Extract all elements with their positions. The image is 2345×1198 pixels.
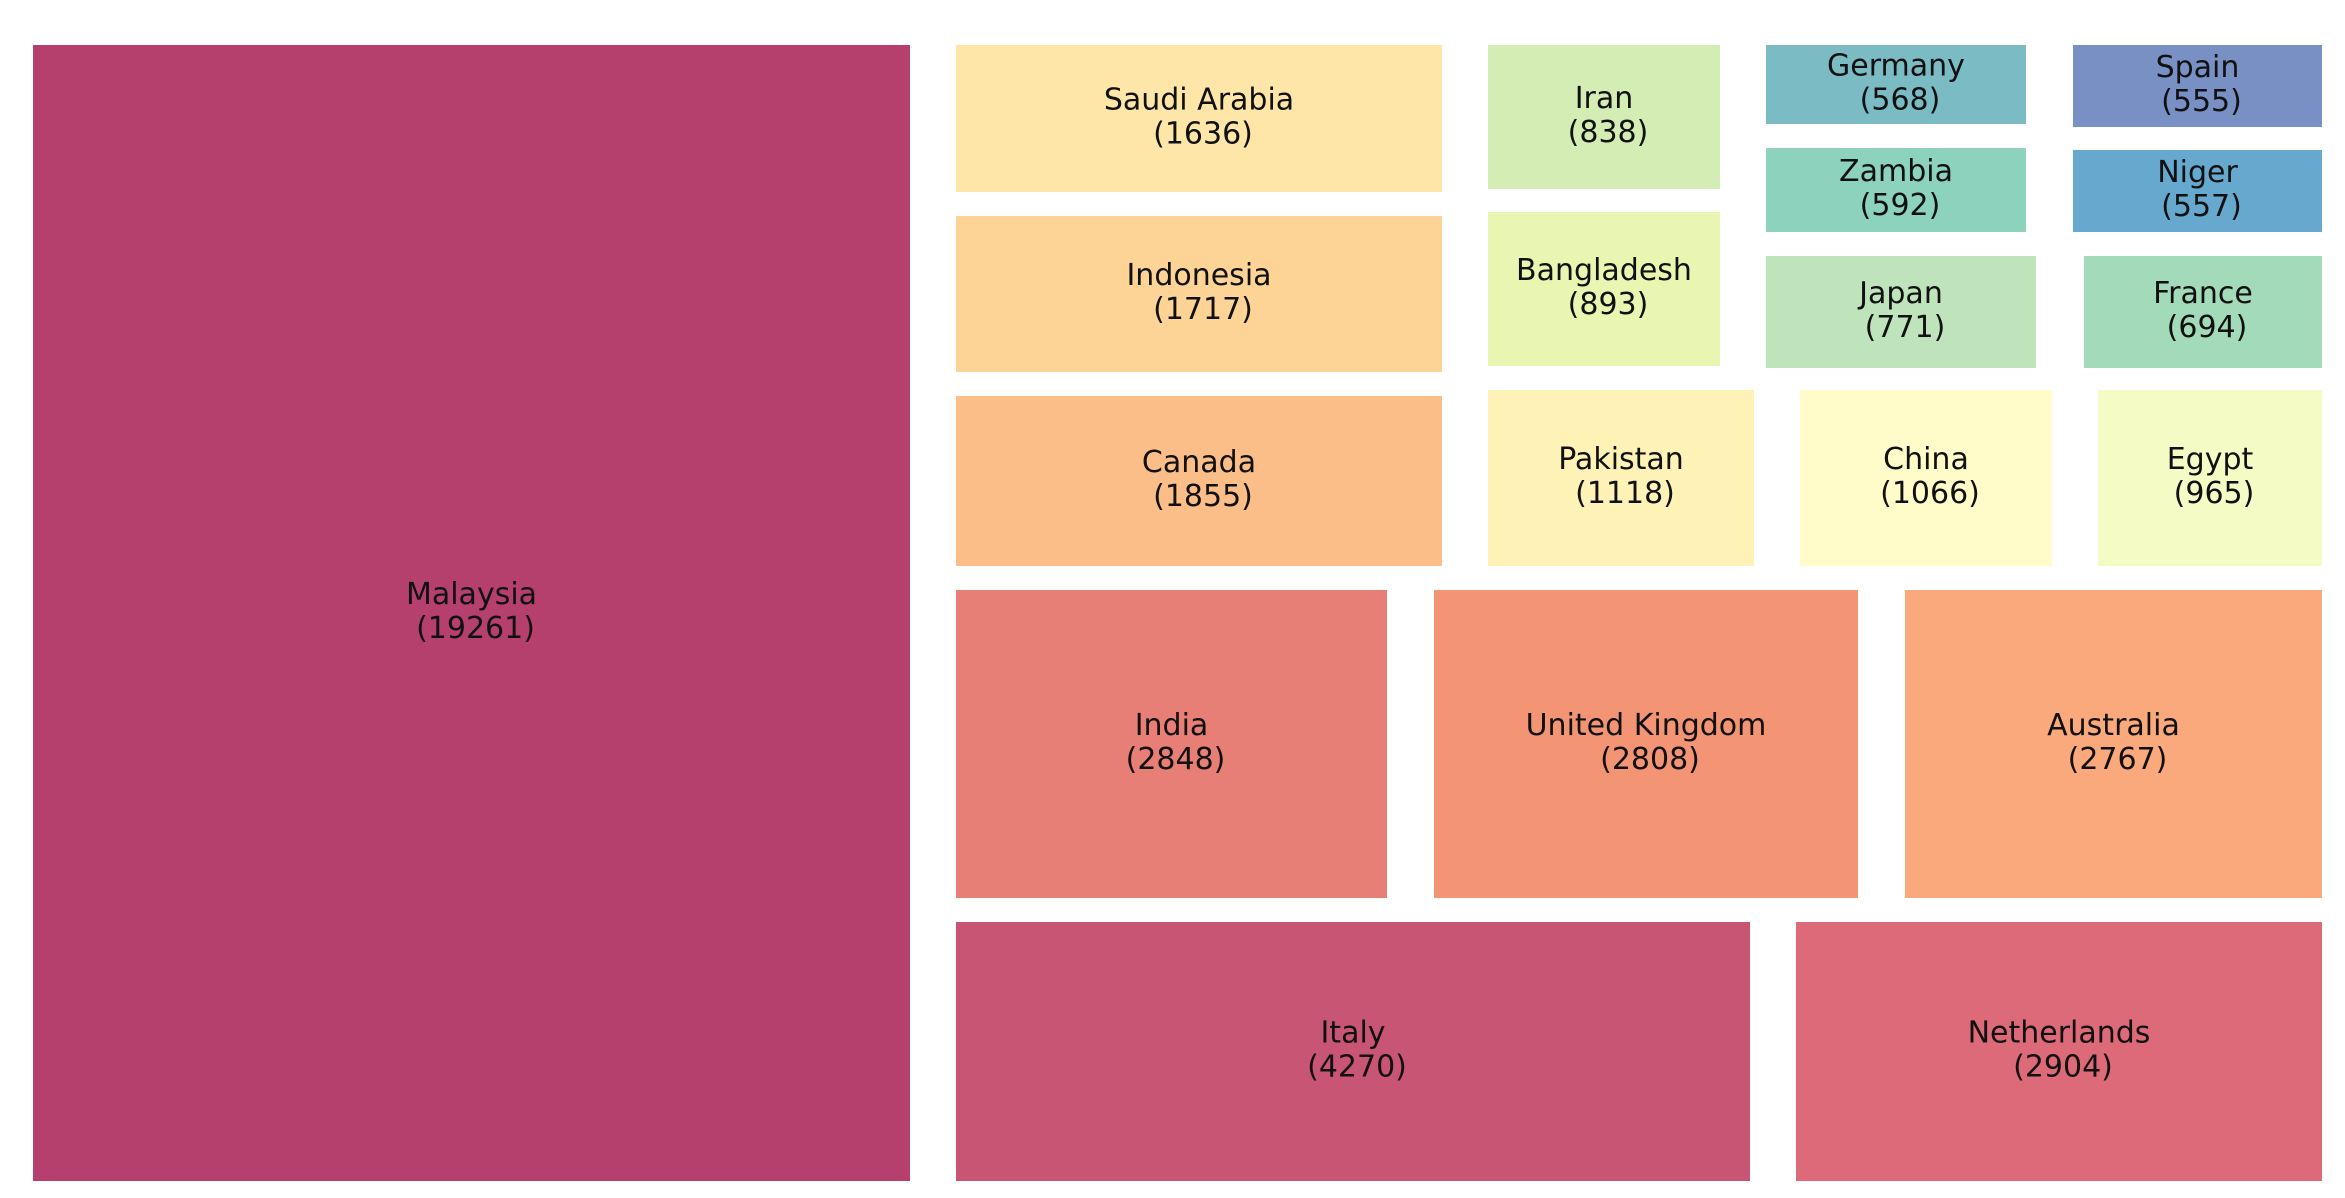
tile-rect-canada <box>956 396 1442 566</box>
tile-rect-united-kingdom <box>1434 590 1858 898</box>
tile-canada: Canada(1855) <box>956 396 1442 566</box>
tile-label-pakistan: Pakistan <box>1558 442 1684 477</box>
tile-label-bangladesh: Bangladesh <box>1516 253 1692 288</box>
tile-label-spain: Spain <box>2156 50 2240 85</box>
tile-label-malaysia: Malaysia <box>406 577 537 612</box>
tile-rect-netherlands <box>1796 922 2322 1181</box>
tile-rect-indonesia <box>956 216 1442 372</box>
tile-france: France(694) <box>2084 256 2322 368</box>
tile-zambia: Zambia(592) <box>1766 148 2026 232</box>
tile-spain: Spain(555) <box>2073 45 2322 127</box>
tile-rect-zambia <box>1766 148 2026 232</box>
tile-united-kingdom: United Kingdom(2808) <box>1434 590 1858 898</box>
tile-label-netherlands: Netherlands <box>1968 1016 2151 1051</box>
tile-value-germany: (568) <box>1860 83 1941 118</box>
tile-label-australia: Australia <box>2047 708 2180 743</box>
tile-value-china: (1066) <box>1880 476 1980 511</box>
tile-rect-niger <box>2073 150 2322 232</box>
tile-value-canada: (1855) <box>1153 479 1253 514</box>
tile-malaysia: Malaysia(19261) <box>33 45 910 1181</box>
tile-india: India(2848) <box>956 590 1387 898</box>
tile-egypt: Egypt(965) <box>2098 390 2322 566</box>
tile-value-bangladesh: (893) <box>1568 287 1649 322</box>
tile-saudi-arabia: Saudi Arabia(1636) <box>956 45 1442 192</box>
tile-label-united-kingdom: United Kingdom <box>1526 708 1767 743</box>
tile-label-indonesia: Indonesia <box>1126 258 1271 293</box>
tile-rect-spain <box>2073 45 2322 127</box>
tile-indonesia: Indonesia(1717) <box>956 216 1442 372</box>
tile-rect-india <box>956 590 1387 898</box>
tile-value-united-kingdom: (2808) <box>1600 742 1700 777</box>
tile-rect-pakistan <box>1488 390 1754 566</box>
tile-rect-saudi-arabia <box>956 45 1442 192</box>
tile-value-saudi-arabia: (1636) <box>1153 117 1253 152</box>
tile-label-egypt: Egypt <box>2167 442 2254 477</box>
tile-value-zambia: (592) <box>1860 188 1941 223</box>
tile-rect-malaysia <box>33 45 910 1181</box>
tile-value-niger: (557) <box>2161 189 2242 224</box>
tile-germany: Germany(568) <box>1766 45 2026 124</box>
tile-rect-france <box>2084 256 2322 368</box>
tile-label-iran: Iran <box>1575 81 1634 116</box>
tile-value-pakistan: (1118) <box>1575 476 1675 511</box>
tile-value-italy: (4270) <box>1307 1050 1407 1085</box>
tile-label-germany: Germany <box>1827 49 1965 84</box>
tile-rect-china <box>1800 390 2052 566</box>
tile-value-netherlands: (2904) <box>2013 1050 2113 1085</box>
tile-niger: Niger(557) <box>2073 150 2322 232</box>
tile-rect-japan <box>1766 256 2036 368</box>
tile-label-china: China <box>1883 442 1969 477</box>
tile-rect-bangladesh <box>1488 212 1720 366</box>
tile-label-niger: Niger <box>2157 155 2238 190</box>
tile-label-japan: Japan <box>1857 276 1943 311</box>
tile-label-italy: Italy <box>1320 1016 1385 1051</box>
tile-label-saudi-arabia: Saudi Arabia <box>1104 83 1294 118</box>
tile-pakistan: Pakistan(1118) <box>1488 390 1754 566</box>
tile-rect-italy <box>956 922 1750 1181</box>
tile-label-india: India <box>1135 708 1209 743</box>
tile-value-spain: (555) <box>2161 84 2242 119</box>
tile-australia: Australia(2767) <box>1905 590 2322 898</box>
tile-label-france: France <box>2153 276 2253 311</box>
tile-japan: Japan(771) <box>1766 256 2036 368</box>
tile-value-iran: (838) <box>1568 115 1649 150</box>
tile-rect-iran <box>1488 45 1720 189</box>
tile-value-malaysia: (19261) <box>416 611 535 646</box>
tile-value-indonesia: (1717) <box>1153 292 1253 327</box>
tile-rect-germany <box>1766 45 2026 124</box>
tile-china: China(1066) <box>1800 390 2052 566</box>
tile-italy: Italy(4270) <box>956 922 1750 1181</box>
tile-value-egypt: (965) <box>2174 476 2255 511</box>
tile-rect-australia <box>1905 590 2322 898</box>
tile-rect-egypt <box>2098 390 2322 566</box>
tile-bangladesh: Bangladesh(893) <box>1488 212 1720 366</box>
tile-value-australia: (2767) <box>2068 742 2168 777</box>
tile-value-france: (694) <box>2167 310 2248 345</box>
tile-value-japan: (771) <box>1865 310 1946 345</box>
tile-netherlands: Netherlands(2904) <box>1796 922 2322 1181</box>
tile-iran: Iran(838) <box>1488 45 1720 189</box>
tile-value-india: (2848) <box>1126 742 1226 777</box>
tile-label-zambia: Zambia <box>1839 154 1953 189</box>
tile-label-canada: Canada <box>1142 445 1256 480</box>
